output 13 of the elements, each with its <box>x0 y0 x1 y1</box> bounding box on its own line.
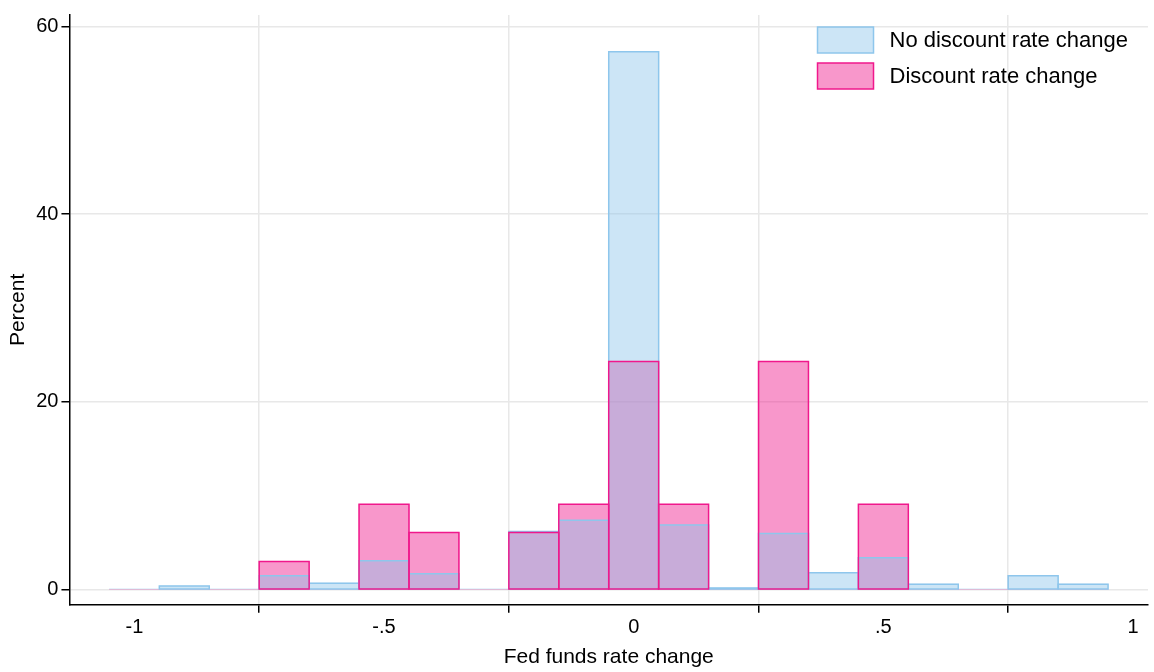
y-tick-label: 20 <box>36 389 59 412</box>
y-axis-title: Percent <box>5 273 29 347</box>
y-tick-label: 0 <box>47 577 59 600</box>
x-tick-label: 0 <box>628 615 640 638</box>
legend-label: Discount rate change <box>889 63 1098 89</box>
x-tick-label: 1 <box>1127 615 1139 638</box>
legend-label: No discount rate change <box>889 27 1129 53</box>
y-tick-label: 40 <box>36 201 59 224</box>
x-tick-label: -1 <box>125 615 144 638</box>
y-tick-label: 60 <box>36 13 59 36</box>
x-tick-label: -.5 <box>372 615 396 638</box>
x-tick-label: .5 <box>875 615 892 638</box>
x-axis-title: Fed funds rate change <box>503 644 714 668</box>
